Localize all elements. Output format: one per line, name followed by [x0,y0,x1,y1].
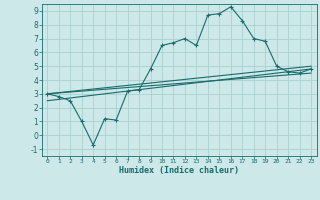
X-axis label: Humidex (Indice chaleur): Humidex (Indice chaleur) [119,166,239,175]
